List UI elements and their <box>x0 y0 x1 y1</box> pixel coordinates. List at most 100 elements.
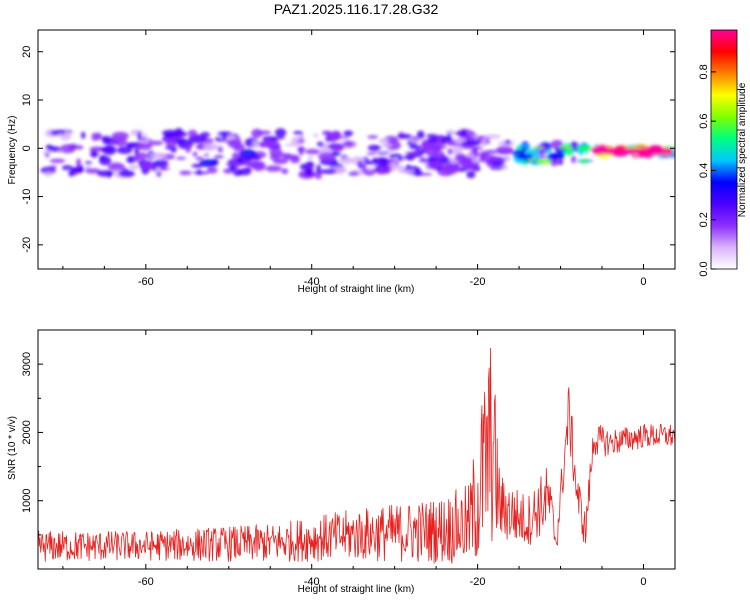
spectrogram-blob <box>91 151 97 158</box>
spectrogram-blob <box>187 129 198 138</box>
spectrogram-blob <box>305 148 321 155</box>
spectrogram-blob <box>265 165 283 172</box>
spectrogram-blob <box>466 170 476 179</box>
spectrogram-blob <box>133 155 140 162</box>
spectrogram-blob <box>147 140 164 146</box>
spectrogram-blob <box>316 164 321 174</box>
spectrogram-blob <box>397 133 412 139</box>
spectrogram-blob <box>485 140 491 144</box>
spectrogram-blob <box>338 136 350 139</box>
spectrogram-blob <box>222 131 227 141</box>
colorbar-tick-label: 0.6 <box>698 114 710 129</box>
spectrogram-blob <box>176 156 187 160</box>
y-tick-label: -20 <box>21 237 33 253</box>
spectrogram-blob <box>447 148 453 155</box>
spectrogram-blob <box>307 155 314 160</box>
spectrogram-blob <box>366 167 374 171</box>
spectrogram-blob <box>449 160 459 164</box>
spectrogram-blob <box>185 145 191 153</box>
y-tick-label: 2000 <box>21 420 33 444</box>
spectrogram-blob <box>314 170 323 180</box>
spectrogram-blob <box>420 156 426 163</box>
spectrogram-blob <box>48 165 57 169</box>
spectrogram-blob <box>516 144 532 148</box>
spectrogram-blob <box>100 146 115 152</box>
spectrogram-blob <box>430 142 443 152</box>
spectrogram-blob <box>318 152 336 161</box>
spectrogram-blob <box>99 155 107 161</box>
spectrogram-blob <box>57 133 65 137</box>
spectrogram-blob <box>170 145 177 153</box>
spectrogram-x-label: Height of straight line (km) <box>298 284 415 295</box>
colorbar-tick-label: 0.8 <box>698 64 710 79</box>
spectrogram-blob <box>125 142 139 147</box>
x-tick-label: -60 <box>138 576 154 588</box>
spectrogram-blob <box>481 138 488 147</box>
spectrogram-blob <box>49 158 66 163</box>
spectrogram-blob <box>269 153 280 161</box>
spectrogram-blob <box>489 167 504 170</box>
spectrogram-blob <box>357 160 363 169</box>
spectrogram-blob <box>217 147 223 153</box>
x-tick-label: 0 <box>640 576 646 588</box>
spectrogram-blob <box>199 159 217 168</box>
spectrogram-blob <box>281 168 289 175</box>
spectrogram-blob <box>233 143 246 152</box>
spectrogram-blob <box>555 148 563 153</box>
y-tick-label: -10 <box>21 189 33 205</box>
spectrogram-blob <box>331 152 341 156</box>
spectrogram-blob <box>479 150 490 157</box>
spectrogram-blob <box>469 146 484 150</box>
spectrogram-blob <box>192 171 210 175</box>
spectrogram-blob <box>296 139 305 143</box>
spectrogram-blob <box>454 132 466 136</box>
spectrogram-blob <box>404 151 422 155</box>
colorbar-tick-label: 0.2 <box>698 212 710 227</box>
spectrogram-frame <box>37 29 676 270</box>
spectrogram-blob <box>360 163 367 172</box>
spectrogram-blob <box>137 131 142 141</box>
spectrogram-blob <box>152 159 169 168</box>
spectrogram-blob <box>446 132 452 143</box>
spectrogram-blob <box>408 145 421 149</box>
spectrogram-blob <box>163 132 177 138</box>
spectrogram-blob <box>179 170 192 176</box>
spectrogram-blob <box>320 169 336 174</box>
spectrogram-blob <box>367 144 382 152</box>
x-tick-label: -20 <box>470 276 486 288</box>
spectrogram-blob <box>241 161 259 167</box>
spectrogram-blob <box>568 152 574 156</box>
spectrogram-blob <box>532 147 545 150</box>
spectrogram-axes: -60 -40 -20 0 -20 -10 0 10 20 <box>21 30 675 288</box>
snr-series-line <box>38 347 675 564</box>
spectrogram-blob <box>571 155 576 164</box>
spectrogram-blob <box>156 171 162 178</box>
spectrogram-blob <box>339 156 354 165</box>
spectrogram-blob <box>558 159 564 165</box>
y-tick-label: 3000 <box>21 352 33 376</box>
spectrogram-blob <box>152 166 157 172</box>
spectrogram-blob <box>165 145 172 150</box>
spectrogram-blob <box>427 161 443 170</box>
spectrogram-blob <box>452 145 463 155</box>
spectrogram-blob <box>412 170 424 177</box>
spectrogram-blob <box>505 139 511 145</box>
spectrogram-blob <box>492 158 504 162</box>
spectrogram-blob <box>116 146 133 154</box>
spectrogram-blob <box>238 168 252 176</box>
snr-background <box>38 330 675 569</box>
spectrogram-blob <box>363 160 376 165</box>
spectrogram-blob <box>483 134 501 139</box>
spectrogram-blob <box>326 134 338 142</box>
spectrogram-blob <box>469 139 480 146</box>
spectrogram-blob <box>449 162 460 172</box>
snr-x-label: Height of straight line (km) <box>298 584 415 595</box>
spectrogram-blob <box>259 140 275 148</box>
snr-axes: -60 -40 -20 0 1000 2000 3000 <box>21 330 675 588</box>
spectrogram-blob <box>313 133 319 138</box>
spectrogram-blob <box>397 156 403 162</box>
spectrogram-blob <box>427 157 435 163</box>
spectrogram-blob <box>495 145 514 155</box>
spectrogram-blob <box>60 144 76 154</box>
